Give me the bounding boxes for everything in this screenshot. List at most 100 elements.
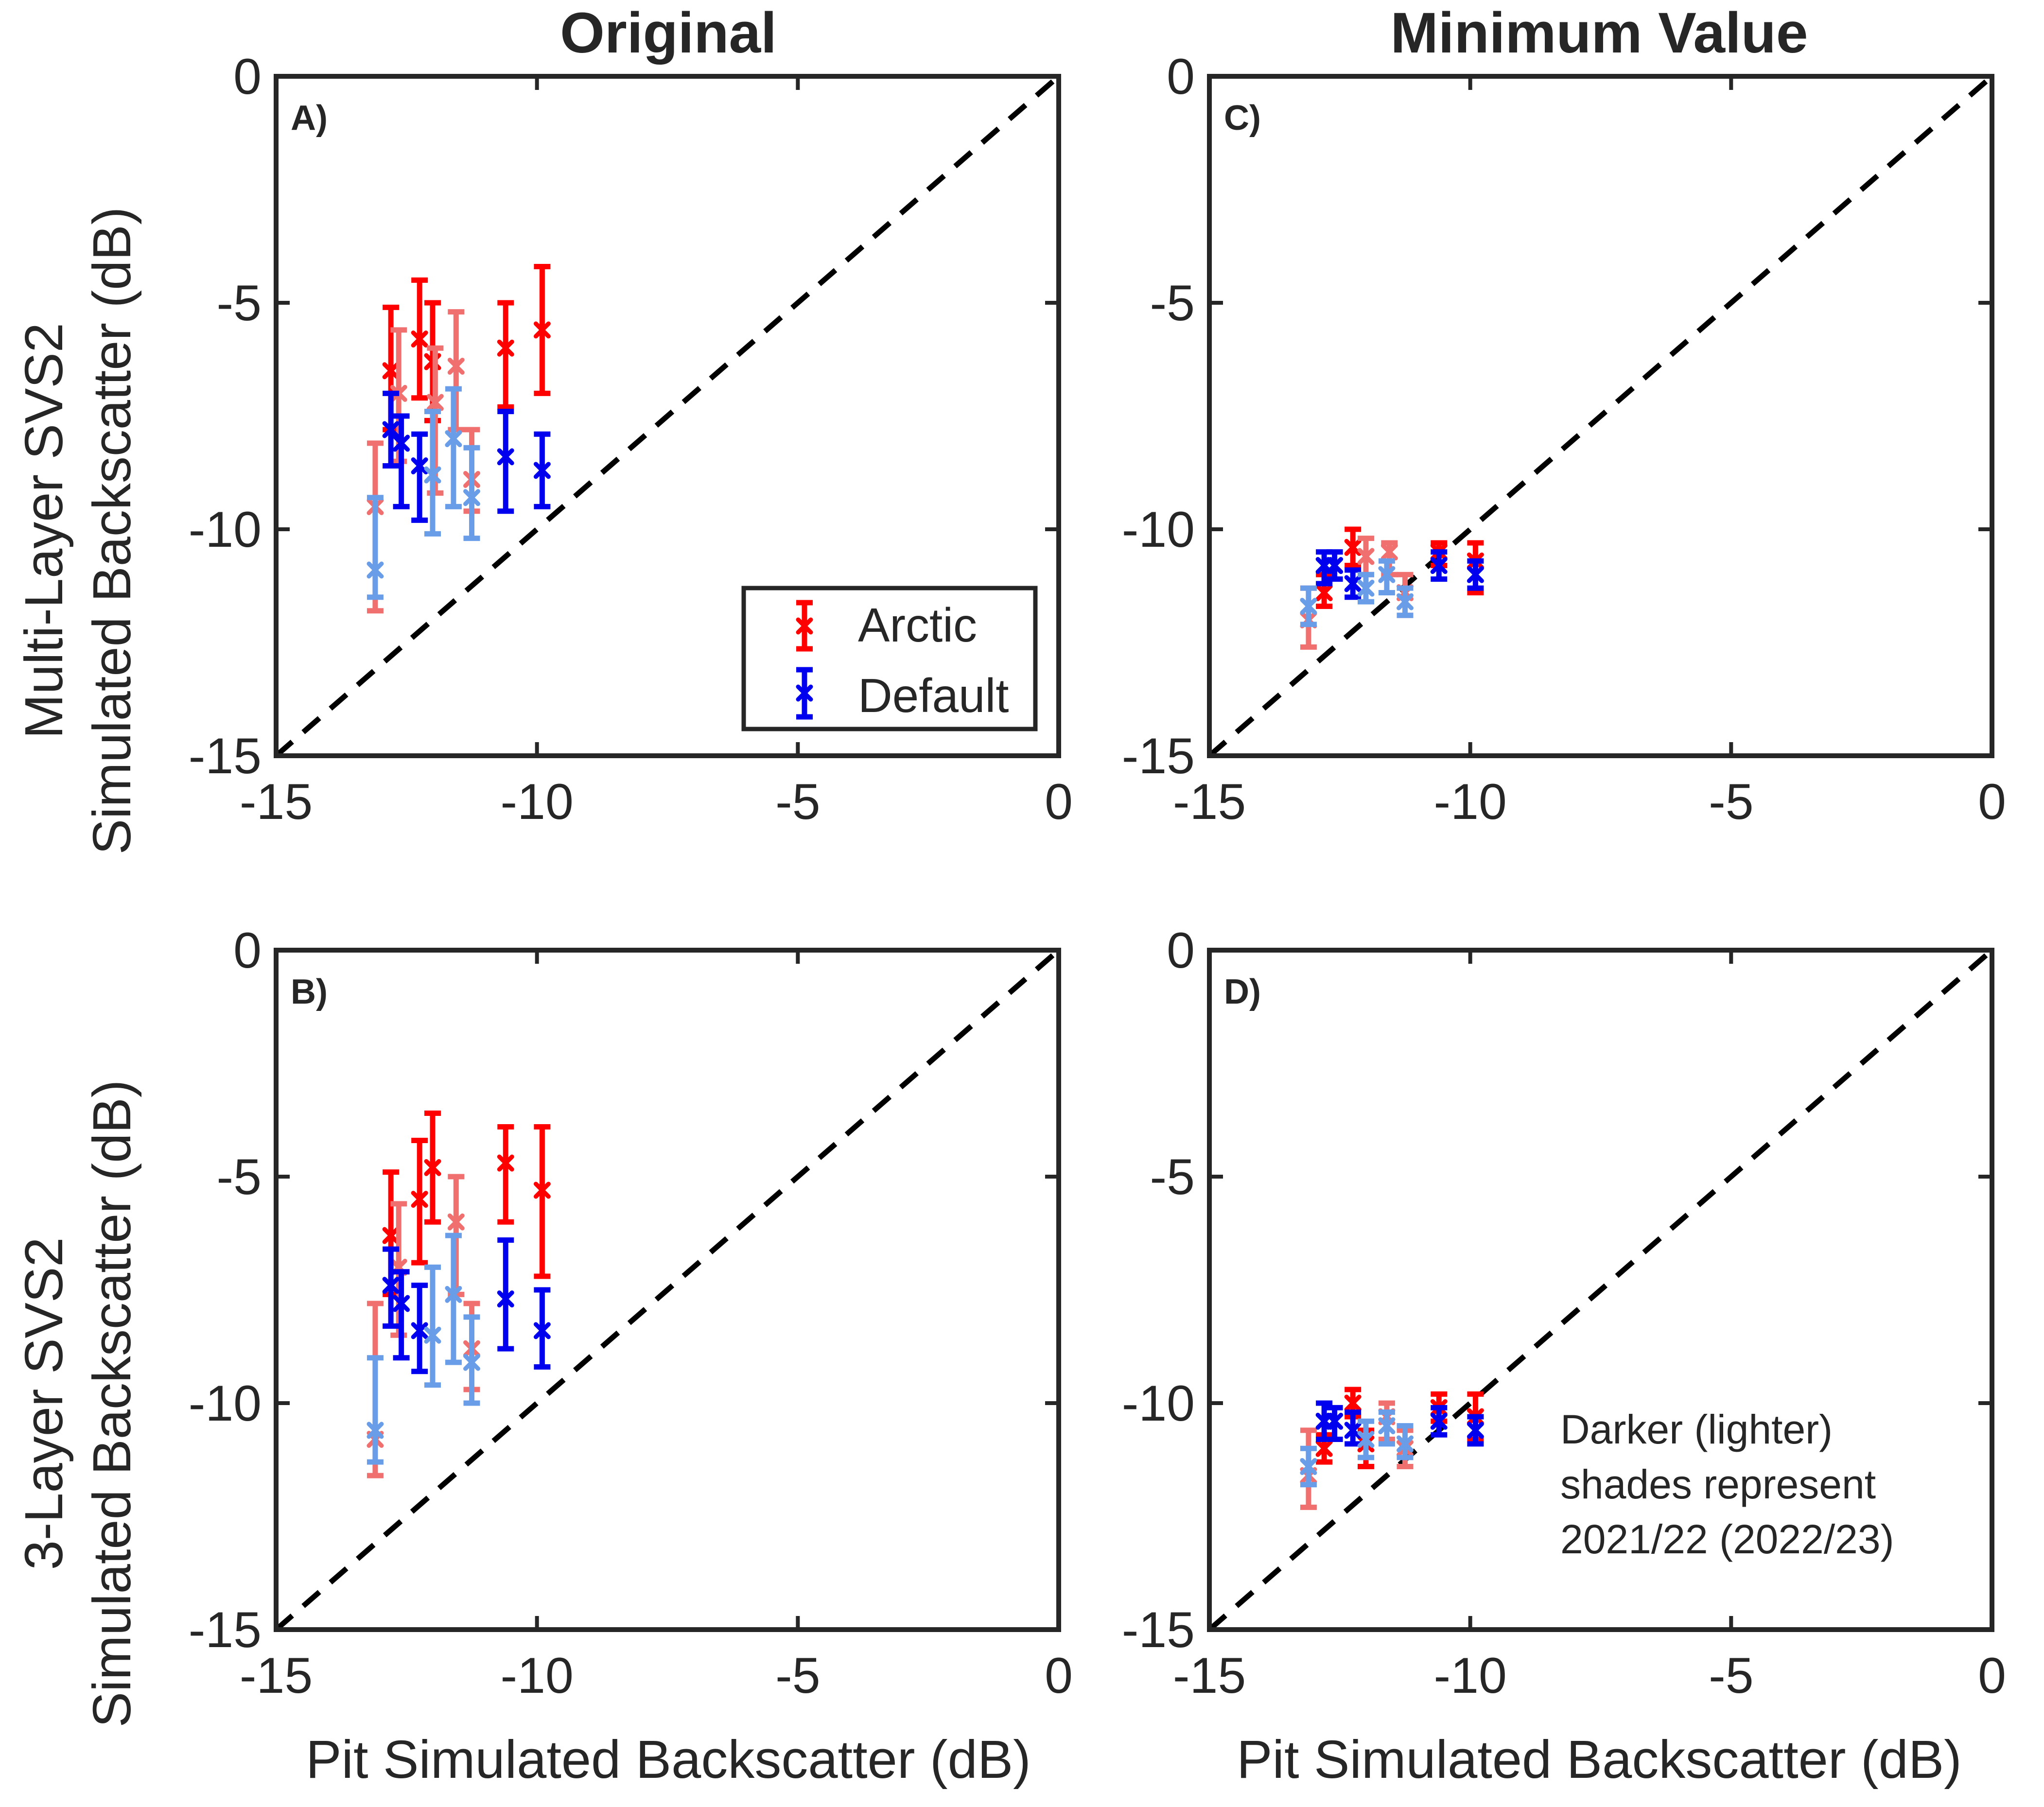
data-point: [1300, 1458, 1317, 1475]
y-tick-label: -5: [217, 275, 262, 331]
data-point: [1315, 584, 1333, 601]
data-point: [367, 1422, 384, 1439]
panels-group: -15 -10 -5 0 0 -5 -10 -15 A) -15 -10 -5 0 0 -5 -10 -15 B)…: [189, 49, 2006, 1704]
row-label-3-layer-line2: Simulated Backscatter (dB): [82, 1080, 142, 1728]
data-point: [424, 1159, 441, 1176]
error-bar: [497, 300, 514, 410]
series-default-2022-23: [1300, 558, 1414, 627]
panel-label: C): [1224, 99, 1261, 138]
data-point: [1397, 593, 1414, 610]
panel-c: -15 -10 -5 0 0 -5 -10 -15 C): [1122, 49, 2006, 830]
y-tick-label: -5: [217, 1149, 262, 1205]
series-default-2022-23: [367, 1233, 480, 1465]
data-point: [1344, 1394, 1362, 1412]
data-point: [1378, 1417, 1396, 1435]
error-bar: [445, 386, 462, 509]
data-point: [1326, 1412, 1344, 1430]
error-bar: [497, 1124, 514, 1225]
data-point: [1315, 1440, 1333, 1457]
x-tick-label: -15: [240, 774, 313, 830]
row-label-multi-layer-line1: Multi-Layer SVS2: [14, 323, 74, 739]
data-point: [1357, 548, 1375, 565]
error-bar: [497, 1237, 514, 1352]
data-point: [463, 489, 480, 506]
one-to-one-line: [274, 948, 1061, 1632]
legend-marker-default: [796, 667, 813, 720]
shade-note-line1: Darker (lighter): [1560, 1407, 1833, 1452]
error-bar: [393, 1269, 410, 1361]
series-arctic-2021-22: [382, 1111, 551, 1297]
one-to-one-line: [274, 74, 1061, 758]
data-point: [497, 1290, 514, 1308]
data-point: [426, 394, 444, 411]
series-default-2021-22: [1315, 549, 1484, 600]
legend-entry-default: Default: [858, 669, 1009, 722]
error-bar: [367, 495, 384, 600]
x-tick-label: 0: [1978, 1648, 2006, 1704]
data-point: [382, 362, 400, 380]
x-tick-label: 0: [1045, 1648, 1073, 1704]
data-point: [1378, 566, 1396, 583]
y-tick-label: -15: [189, 1602, 262, 1658]
shade-note: Darker (lighter) shades represent 2021/2…: [1560, 1407, 1894, 1562]
y-tick-label: -10: [189, 1375, 262, 1432]
legend-point-default: [796, 684, 813, 702]
data-point: [1380, 543, 1398, 561]
series-default-2022-23: [367, 386, 480, 600]
data-point: [382, 1277, 400, 1294]
data-point: [1344, 575, 1362, 592]
row-label-3-layer-line1: 3-Layer SVS2: [14, 1237, 74, 1570]
data-point: [445, 1286, 462, 1303]
y-tick-label: 0: [233, 49, 262, 105]
data-point: [411, 330, 428, 348]
panel-label: D): [1224, 973, 1261, 1011]
data-point: [447, 357, 465, 375]
data-point: [382, 1227, 400, 1244]
x-tick-label: -15: [1173, 1648, 1246, 1704]
data-point: [393, 434, 410, 452]
x-tick-label: -5: [1709, 1648, 1753, 1704]
panel-label: B): [291, 973, 328, 1011]
data-point: [1326, 557, 1344, 574]
column-title-original: Original: [560, 1, 777, 65]
x-tick-label: -10: [1434, 1648, 1507, 1704]
y-tick-label: -15: [1122, 1602, 1195, 1658]
series-default-2022-23: [1300, 1409, 1414, 1488]
data-point: [497, 339, 514, 357]
x-tick-label: -15: [1173, 774, 1246, 830]
data-point: [1430, 1412, 1448, 1430]
series-default-2021-22: [382, 1237, 551, 1374]
data-point: [1430, 557, 1448, 574]
panel-b: -15 -10 -5 0 0 -5 -10 -15 B): [189, 922, 1073, 1704]
x-tick-label: -5: [775, 774, 820, 830]
x-tick-label: -10: [501, 774, 574, 830]
data-point: [411, 457, 428, 475]
x-axis-label-right: Pit Simulated Backscatter (dB): [1237, 1730, 1962, 1790]
data-point: [424, 1326, 441, 1344]
x-tick-label: -5: [775, 1648, 820, 1704]
data-point: [463, 1354, 480, 1371]
data-point: [445, 430, 462, 448]
data-point: [367, 561, 384, 579]
error-bar: [463, 445, 480, 541]
data-point: [1344, 539, 1362, 556]
shade-note-line3: 2021/22 (2022/23): [1560, 1516, 1894, 1562]
error-bar: [411, 431, 428, 523]
error-bar: [393, 413, 410, 509]
x-axis-label-left: Pit Simulated Backscatter (dB): [306, 1730, 1031, 1790]
y-tick-label: 0: [233, 922, 262, 979]
legend-entry-arctic: Arctic: [858, 598, 977, 652]
panel-d: -15 -10 -5 0 0 -5 -10 -15 D): [1122, 922, 2006, 1704]
data-point: [1397, 1435, 1414, 1453]
axes-box: [274, 948, 1061, 1632]
error-bar: [497, 409, 514, 514]
data-point: [533, 462, 551, 479]
data-point: [382, 421, 400, 438]
x-tick-label: -15: [240, 1648, 313, 1704]
error-bar: [367, 1355, 384, 1465]
legend-box: [741, 586, 1038, 731]
data-point: [411, 1322, 428, 1339]
data-point: [497, 1154, 514, 1172]
x-tick-label: -5: [1709, 774, 1753, 830]
